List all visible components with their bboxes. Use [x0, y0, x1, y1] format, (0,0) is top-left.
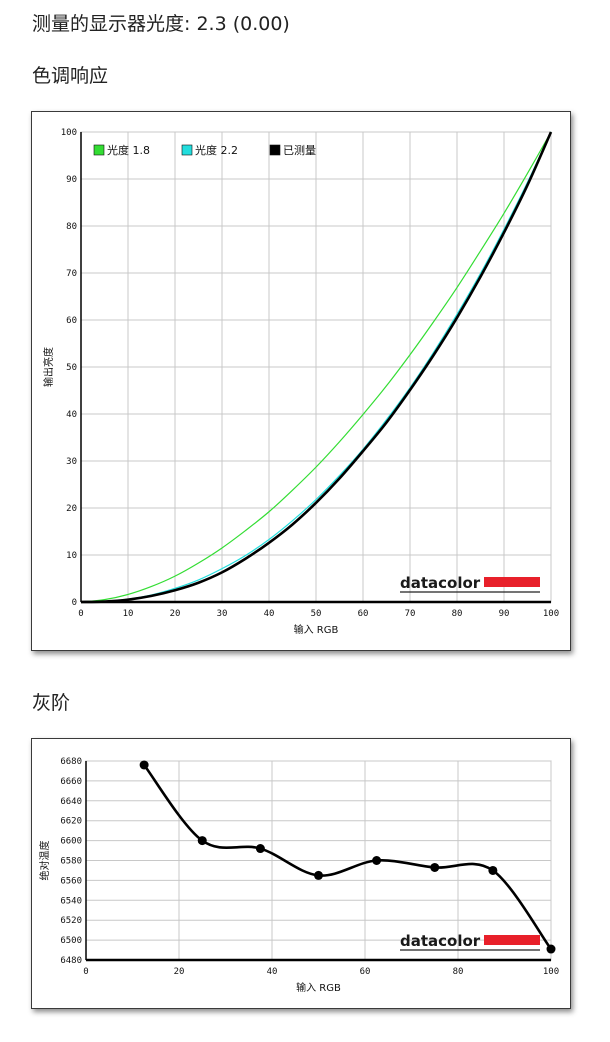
legend-swatch — [181, 144, 193, 156]
series-line — [80, 131, 553, 604]
y-tick-label: 6520 — [60, 916, 82, 926]
x-tick-label: 60 — [358, 609, 369, 619]
x-tick-label: 30 — [217, 609, 228, 619]
y-tick-label: 10 — [66, 551, 77, 561]
y-tick-label: 80 — [66, 222, 77, 232]
data-point — [197, 836, 207, 846]
y-tick-label: 0 — [72, 598, 77, 608]
y-tick-label: 6560 — [60, 876, 82, 886]
y-tick-label: 6660 — [60, 777, 82, 787]
y-tick-label: 6640 — [60, 797, 82, 807]
x-tick-label: 0 — [78, 609, 83, 619]
series-line — [80, 131, 552, 603]
y-tick-label: 6500 — [60, 936, 82, 946]
measured-gamma-heading: 测量的显示器光度: 2.3 (0.00) — [32, 13, 290, 35]
y-tick-label: 6480 — [60, 956, 82, 966]
legend-swatch — [269, 144, 281, 156]
grayscale-title: 灰阶 — [32, 692, 71, 714]
data-point — [139, 760, 149, 770]
y-axis-label: 输出亮度 — [42, 347, 55, 387]
grayscale-chart-panel: 0 20 40 60 80 100 6480 6500 6520 6540 6560 6580 6600… — [31, 738, 571, 1009]
x-tick-label: 50 — [311, 609, 322, 619]
x-tick-label: 20 — [170, 609, 181, 619]
y-tick-label: 60 — [66, 316, 77, 326]
x-tick-label: 80 — [452, 609, 463, 619]
x-tick-label: 40 — [267, 967, 278, 977]
grayscale-chart: 0 20 40 60 80 100 6480 6500 6520 6540 6560 6580 6600… — [38, 757, 559, 994]
brand-bar — [484, 935, 540, 945]
x-tick-label: 10 — [123, 609, 134, 619]
brand-logo: datacolor — [400, 574, 481, 592]
y-tick-label: 20 — [66, 504, 77, 514]
data-point — [488, 865, 498, 875]
y-tick-label: 100 — [61, 128, 77, 138]
data-point — [255, 844, 265, 854]
x-tick-label: 90 — [499, 609, 510, 619]
brand-bar — [484, 577, 540, 587]
tone-response-title: 色调响应 — [32, 65, 109, 87]
y-tick-label: 50 — [66, 363, 77, 373]
legend-label: 光度 2.2 — [195, 143, 238, 157]
x-tick-label: 100 — [543, 967, 559, 977]
y-axis-label: 绝对温度 — [38, 841, 51, 881]
y-tick-label: 90 — [66, 175, 77, 185]
y-tick-label: 6620 — [60, 817, 82, 827]
x-axis-label: 输入 RGB — [296, 981, 341, 994]
y-tick-label: 30 — [66, 457, 77, 467]
data-point — [430, 862, 440, 872]
data-point — [314, 870, 323, 880]
y-tick-label: 6580 — [60, 857, 82, 867]
x-tick-label: 20 — [174, 967, 185, 977]
legend-label: 已测量 — [283, 144, 316, 157]
data-point — [546, 944, 556, 954]
brand-logo: datacolor — [400, 932, 481, 950]
x-tick-label: 0 — [83, 967, 88, 977]
y-tick-label: 6680 — [60, 757, 82, 767]
x-tick-label: 40 — [264, 609, 275, 619]
x-tick-label: 100 — [543, 609, 559, 619]
x-tick-label: 80 — [453, 967, 464, 977]
x-axis-label: 输入 RGB — [294, 623, 339, 636]
legend-swatch — [93, 144, 105, 156]
tone-response-chart: 0 10 20 30 40 50 60 70 80 90 100 0 10 20 30 40 50 60 70 80 9… — [42, 128, 559, 636]
x-tick-label: 70 — [405, 609, 416, 619]
tone-response-chart-panel: 0 10 20 30 40 50 60 70 80 90 100 0 10 20 30 40 50 60 70 80 9… — [31, 111, 571, 651]
x-tick-label: 60 — [360, 967, 371, 977]
y-tick-label: 6600 — [60, 837, 82, 847]
y-tick-label: 6540 — [60, 896, 82, 906]
data-point — [372, 856, 382, 865]
y-tick-label: 70 — [66, 269, 77, 279]
legend-label: 光度 1.8 — [107, 143, 150, 157]
y-tick-label: 40 — [66, 410, 77, 420]
